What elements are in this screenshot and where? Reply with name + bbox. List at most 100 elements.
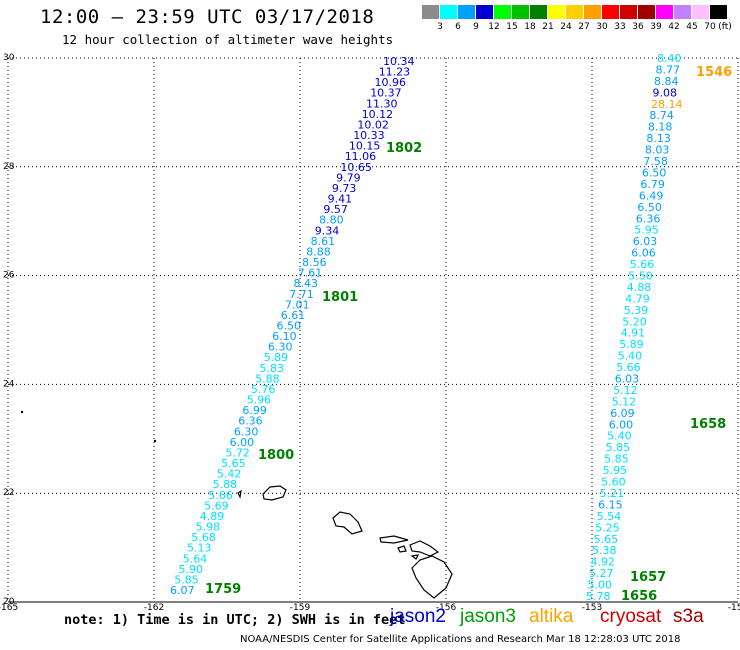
wave-height-tracks: 10.3411.2310.9610.3711.3010.1210.0210.33… — [170, 52, 683, 603]
wave-height-label: 8.03 — [645, 144, 670, 157]
lon-tick-label: -162 — [144, 603, 164, 613]
wave-height-label: 5.60 — [601, 476, 626, 489]
hawaiian-islands — [237, 485, 453, 599]
wave-height-label: 10.65 — [340, 161, 372, 174]
wave-height-label: 5.65 — [594, 533, 619, 546]
legend-swatch — [530, 5, 547, 19]
legend-swatch — [476, 5, 493, 19]
legend-label: 27 — [578, 22, 590, 32]
wave-height-label: 4.79 — [625, 292, 650, 305]
legend-swatch — [458, 5, 475, 19]
wave-height-label: 9.34 — [315, 224, 340, 237]
wave-height-label: 10.37 — [370, 87, 402, 100]
island-molokai — [379, 535, 409, 544]
time-label: 1800 — [258, 448, 294, 463]
wave-height-label: 6.15 — [598, 498, 623, 511]
wave-height-label: 11.06 — [345, 150, 377, 163]
footer-note: note: 1) Time is in UTC; 2) SWH is in fe… — [64, 612, 406, 628]
time-label: 1546 — [696, 65, 732, 80]
lon-tick-label: -156 — [436, 603, 457, 613]
lat-tick-label: 22 — [3, 488, 14, 498]
wave-height-label: 5.90 — [179, 563, 204, 576]
satellite-cryosat: cryosat — [600, 606, 662, 627]
legend-swatch — [602, 5, 619, 19]
time-label: 1801 — [322, 290, 358, 305]
wave-height-label: 4.92 — [591, 556, 616, 569]
legend-unit: (ft) — [718, 22, 732, 32]
lon-tick-label: -153 — [582, 603, 602, 613]
legend-label: 42 — [668, 22, 680, 32]
wave-height-label: 5.72 — [225, 447, 250, 460]
wave-height-label: 8.84 — [654, 75, 679, 88]
wave-height-label: 5.89 — [619, 338, 644, 351]
wave-height-label: 5.39 — [624, 304, 649, 317]
wave-height-label: 5.78 — [586, 590, 611, 603]
wave-height-label: 9.79 — [336, 171, 361, 184]
wave-height-label: 5.96 — [247, 394, 272, 407]
legend-swatch — [692, 5, 709, 19]
legend-label: 24 — [560, 22, 572, 32]
island-big-island — [411, 555, 453, 599]
wave-height-label: 6.00 — [230, 436, 255, 449]
wave-height-label: 6.50 — [637, 201, 662, 214]
wave-height-label: 8.18 — [648, 121, 673, 134]
lon-tick-label: -165 — [0, 603, 18, 613]
wave-height-label: 5.21 — [600, 487, 625, 500]
wave-height-label: 6.50 — [642, 167, 667, 180]
wave-height-label: 5.50 — [628, 270, 653, 283]
wave-height-label: 11.30 — [366, 97, 398, 110]
wave-height-label: 5.85 — [604, 453, 629, 466]
wave-height-label: 5.20 — [622, 315, 647, 328]
legend-label: 30 — [596, 22, 608, 32]
wave-height-label: 10.12 — [362, 108, 394, 121]
wave-height-label: 8.74 — [649, 109, 674, 122]
wave-height-label: 10.96 — [375, 76, 407, 89]
wave-height-label: 6.99 — [242, 404, 267, 417]
wave-height-label: 8.88 — [306, 245, 331, 258]
legend-swatch — [422, 5, 439, 19]
wave-height-label: 6.09 — [610, 407, 635, 420]
legend-label: 70 — [704, 22, 716, 32]
wave-height-label: 7.58 — [643, 155, 668, 168]
wave-height-label: 5.89 — [264, 351, 289, 364]
wave-height-label: 4.89 — [200, 510, 225, 523]
satellite-s3a: s3a — [673, 606, 704, 627]
wave-height-label: 8.61 — [311, 235, 336, 248]
island-lanai — [397, 545, 407, 553]
wave-height-label: 9.73 — [332, 182, 357, 195]
wave-height-label: 5.88 — [213, 478, 238, 491]
wave-height-label: 5.83 — [260, 362, 285, 375]
wave-height-label: 7.61 — [298, 267, 323, 280]
legend-label: 6 — [455, 22, 461, 32]
time-label: 1658 — [690, 417, 726, 432]
wave-height-label: 8.13 — [646, 132, 671, 145]
wave-height-label: 10.34 — [383, 55, 415, 68]
point-nihoa — [20, 410, 24, 414]
wave-height-label: 10.33 — [353, 129, 385, 142]
legend-swatch — [440, 5, 457, 19]
legend-swatch — [494, 5, 511, 19]
wave-height-label: 5.69 — [204, 499, 229, 512]
wave-height-label: 5.65 — [221, 457, 246, 470]
wave-height-label: 11.23 — [379, 66, 411, 79]
wave-height-label: 5.40 — [618, 350, 643, 363]
wave-height-label: 5.66 — [616, 361, 641, 374]
wave-height-label: 6.79 — [640, 178, 665, 191]
wave-height-label: 5.85 — [606, 441, 631, 454]
island-maui — [409, 540, 440, 557]
map-points — [20, 410, 157, 443]
time-labels: 1802 1801 1800 1759 1546 1658 1657 1656 — [205, 65, 732, 604]
wave-height-label: 9.57 — [323, 203, 348, 216]
legend-swatch — [548, 5, 565, 19]
lon-tick-label: -150 — [728, 603, 740, 613]
wave-height-label: 5.38 — [592, 544, 617, 557]
satellite-jason3: jason3 — [460, 606, 516, 627]
time-label: 1657 — [630, 570, 666, 585]
wave-height-label: 5.88 — [255, 372, 280, 385]
wave-height-label: 10.02 — [357, 119, 389, 132]
wave-height-label: 6.00 — [609, 418, 634, 431]
axis-labels: -165 -162 -159 -156 -153 -150 20 22 24 26 28 30 — [0, 53, 740, 613]
wave-height-label: 8.56 — [302, 256, 327, 269]
wave-height-label: 6.50 — [277, 320, 302, 333]
legend-label: 21 — [542, 22, 554, 32]
